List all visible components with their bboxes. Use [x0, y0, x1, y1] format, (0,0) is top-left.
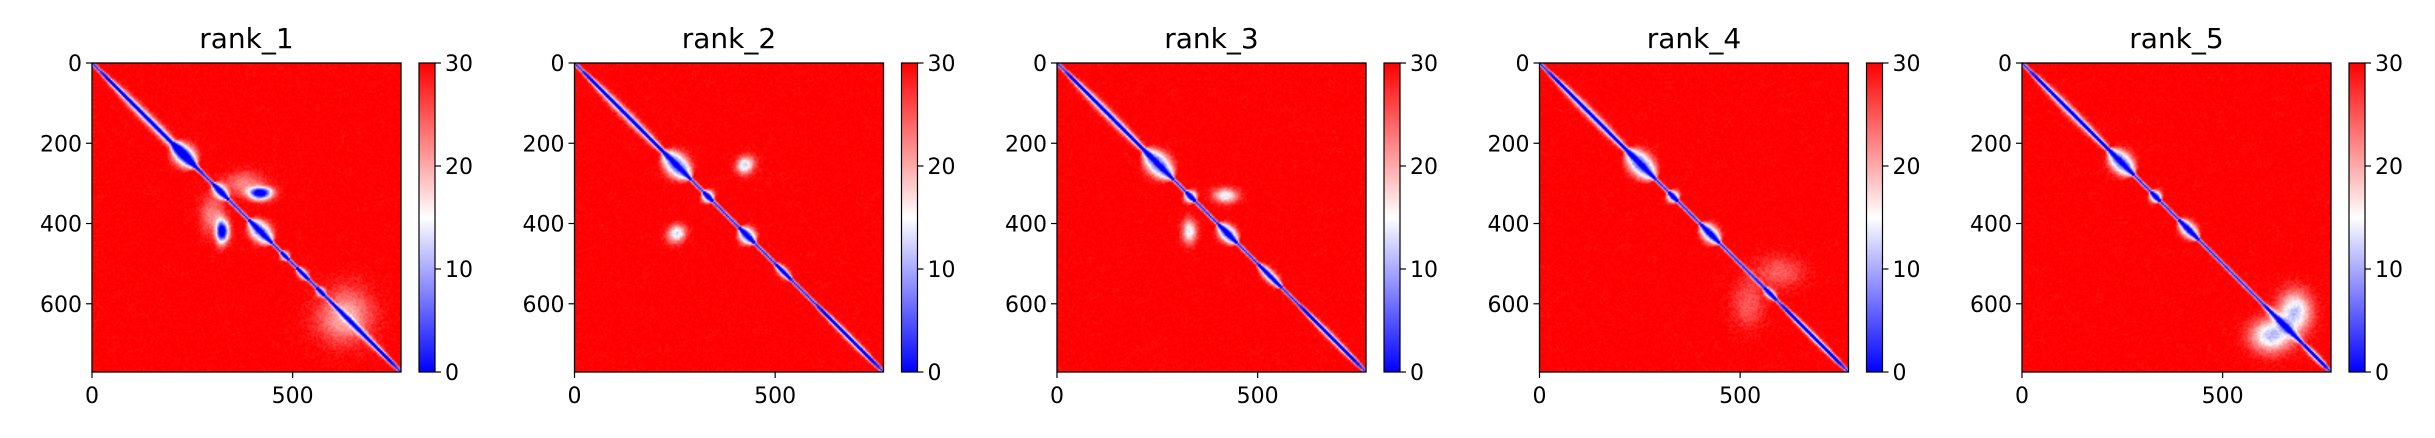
x-tick-label: 0	[1050, 384, 1064, 409]
colorbar-tick-label: 10	[928, 258, 956, 283]
axes-frame	[1056, 62, 1367, 373]
y-tick-label: 400	[1005, 213, 1047, 238]
heatmap-panel: rank_3 0 200 400 600 0 500 0 10 20 30	[1005, 22, 1438, 409]
heatmap-panel: rank_5 0 200 400 600 0 500 0 10 20 30	[1970, 22, 2403, 409]
heatmap-image	[574, 63, 884, 372]
x-tick-label: 0	[85, 384, 99, 409]
panel-title: rank_2	[682, 22, 776, 55]
heatmap-panel: rank_4 0 200 400 600 0 500 0 10 20 30	[1488, 22, 1921, 409]
colorbar-tick-label: 0	[1893, 361, 1907, 386]
axes-frame	[1538, 62, 1850, 373]
colorbar-tick-label: 20	[1410, 155, 1438, 180]
colorbar	[2348, 62, 2366, 373]
colorbar-tick-label: 10	[1410, 258, 1438, 283]
colorbar-tick-label: 20	[2375, 155, 2403, 180]
panel-title: rank_3	[1164, 22, 1258, 55]
y-tick-label: 600	[523, 293, 565, 318]
heatmap-image	[1057, 63, 1366, 372]
heatmap-panel: rank_1 0 200 400 600 0 500 0 10 20 30	[40, 22, 473, 409]
y-tick-label: 0	[551, 52, 565, 77]
panel-title: rank_5	[2129, 22, 2223, 55]
colorbar-tick-label: 20	[928, 155, 956, 180]
colorbar-tick-label: 0	[1410, 361, 1424, 386]
axes-frame	[2021, 62, 2332, 373]
heatmap-panel: rank_2 0 200 400 600 0 500 0 10 20 30	[523, 22, 956, 409]
x-tick-label: 500	[272, 384, 314, 409]
y-tick-label: 200	[40, 132, 82, 157]
y-tick-label: 0	[1998, 52, 2012, 77]
colorbar-tick-label: 30	[445, 52, 473, 77]
colorbar-tick-label: 10	[445, 258, 473, 283]
y-tick-label: 200	[1005, 132, 1047, 157]
y-tick-label: 400	[1970, 213, 2012, 238]
y-tick-label: 400	[40, 213, 82, 238]
x-tick-label: 500	[754, 384, 796, 409]
x-tick-label: 500	[1237, 384, 1279, 409]
colorbar-tick-label: 0	[2375, 361, 2389, 386]
colorbar-tick-label: 30	[1410, 52, 1438, 77]
colorbar-tick-label: 20	[1893, 155, 1921, 180]
y-tick-label: 0	[1033, 52, 1047, 77]
colorbar-tick-label: 0	[928, 361, 942, 386]
y-tick-label: 0	[1516, 52, 1530, 77]
y-tick-label: 600	[40, 293, 82, 318]
colorbar	[418, 62, 436, 373]
y-tick-label: 400	[523, 213, 565, 238]
colorbar-tick-label: 30	[1893, 52, 1921, 77]
heatmap-image	[2022, 63, 2331, 372]
x-tick-label: 0	[2015, 384, 2029, 409]
x-tick-label: 500	[1719, 384, 1761, 409]
heatmap-image	[1539, 63, 1849, 372]
colorbar-tick-label: 10	[2375, 258, 2403, 283]
y-tick-label: 200	[523, 132, 565, 157]
colorbar-tick-label: 10	[1893, 258, 1921, 283]
colorbar-tick-label: 30	[2375, 52, 2403, 77]
y-tick-label: 600	[1488, 293, 1530, 318]
panel-title: rank_4	[1647, 22, 1741, 55]
y-tick-label: 400	[1488, 213, 1530, 238]
heatmap-image	[92, 63, 401, 372]
colorbar	[1383, 62, 1401, 373]
colorbar	[1865, 62, 1884, 373]
axes-frame	[91, 62, 402, 373]
y-tick-label: 0	[68, 52, 82, 77]
colorbar-tick-label: 20	[445, 155, 473, 180]
axes-frame	[573, 62, 885, 373]
x-tick-label: 500	[2202, 384, 2244, 409]
y-tick-label: 200	[1970, 132, 2012, 157]
colorbar-tick-label: 0	[445, 361, 459, 386]
y-tick-label: 200	[1488, 132, 1530, 157]
y-tick-label: 600	[1970, 293, 2012, 318]
x-tick-label: 0	[568, 384, 582, 409]
x-tick-label: 0	[1533, 384, 1547, 409]
panel-title: rank_1	[199, 22, 293, 55]
colorbar-tick-label: 30	[928, 52, 956, 77]
y-tick-label: 600	[1005, 293, 1047, 318]
colorbar	[900, 62, 919, 373]
